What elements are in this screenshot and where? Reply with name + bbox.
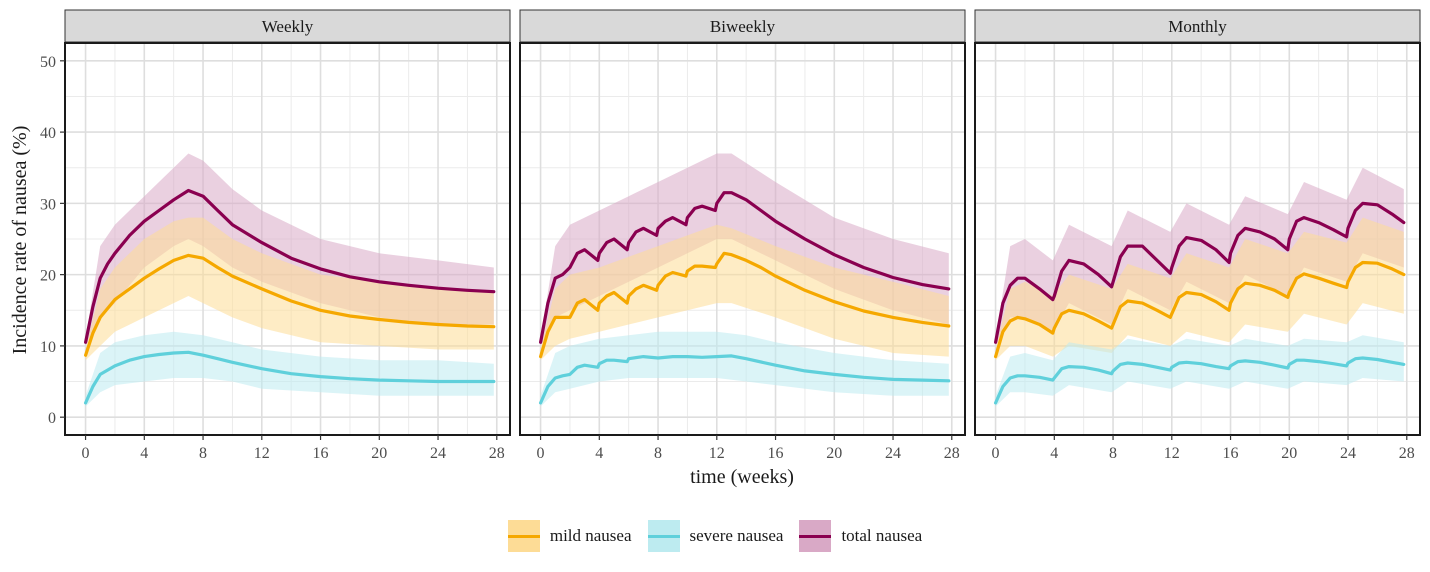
panel-weekly: Weekly 0 4 8 12 16 20 24 28 0 10 20 30 40 50 bbox=[40, 9, 511, 462]
y-tick-label: 20 bbox=[40, 268, 56, 285]
legend-item-total: total nausea bbox=[799, 520, 922, 552]
legend-label-total: total nausea bbox=[841, 526, 923, 545]
series-line-mild-monthly bbox=[994, 260, 1406, 359]
facet-title-biweekly: Biweekly bbox=[710, 17, 776, 36]
series-line-mild-weekly bbox=[84, 253, 496, 357]
x-tick-label: 28 bbox=[489, 445, 505, 462]
ribbon-mild-biweekly bbox=[540, 224, 949, 361]
ribbon-severe-biweekly bbox=[540, 331, 949, 407]
ribbon-severe-monthly bbox=[995, 335, 1404, 407]
facet-strip-weekly bbox=[64, 9, 511, 43]
legend-key-severe bbox=[647, 520, 680, 552]
x-tick-label: 20 bbox=[826, 445, 842, 462]
series-line-severe-monthly bbox=[994, 356, 1406, 405]
series-line-mild-biweekly bbox=[539, 251, 951, 359]
series-line-total-monthly bbox=[994, 201, 1406, 344]
x-tick-label: 4 bbox=[595, 445, 603, 462]
legend-line-mild bbox=[507, 535, 540, 538]
facet-strip-monthly bbox=[974, 9, 1421, 43]
x-tick-label: 16 bbox=[768, 445, 784, 462]
legend-label-severe: severe nausea bbox=[689, 526, 784, 545]
x-tick-label: 28 bbox=[1399, 445, 1415, 462]
series-line-total-weekly bbox=[84, 188, 496, 344]
legend-line-severe bbox=[647, 535, 680, 538]
y-axis-title: Incidence rate of nausea (%) bbox=[9, 126, 31, 355]
y-tick-label: 0 bbox=[48, 410, 56, 427]
legend-key-total bbox=[799, 520, 832, 552]
y-tick-label: 10 bbox=[40, 339, 56, 356]
y-tick-label: 30 bbox=[40, 196, 56, 213]
x-tick-label: 20 bbox=[371, 445, 387, 462]
legend-key-mild bbox=[507, 520, 540, 552]
x-tick-label: 28 bbox=[944, 445, 960, 462]
x-tick-label: 12 bbox=[1164, 445, 1180, 462]
x-tick-label: 4 bbox=[1050, 445, 1058, 462]
x-tick-label: 12 bbox=[709, 445, 725, 462]
x-axis-title: time (weeks) bbox=[690, 466, 794, 488]
y-tick-label: 40 bbox=[40, 125, 56, 142]
ribbon-mild-weekly bbox=[85, 217, 494, 361]
series-line-severe-biweekly bbox=[539, 354, 951, 405]
x-tick-label: 24 bbox=[430, 445, 446, 462]
facet-strip-biweekly bbox=[519, 9, 966, 43]
x-tick-label: 8 bbox=[1109, 445, 1117, 462]
series-line-severe-weekly bbox=[84, 350, 496, 405]
x-tick-label: 12 bbox=[254, 445, 270, 462]
panel-biweekly: Biweekly 0 4 8 12 16 20 24 28 bbox=[519, 9, 966, 462]
x-tick-label: 16 bbox=[313, 445, 329, 462]
legend-item-mild: mild nausea bbox=[507, 520, 632, 552]
x-tick-label: 16 bbox=[1223, 445, 1239, 462]
facet-title-weekly: Weekly bbox=[262, 17, 314, 36]
x-tick-label: 24 bbox=[885, 445, 901, 462]
panel-border-monthly bbox=[974, 42, 1421, 436]
legend: mild nausea severe nausea total nausea bbox=[0, 516, 1430, 556]
x-tick-label: 8 bbox=[654, 445, 662, 462]
panel-monthly: Monthly 0 4 8 12 16 20 24 28 bbox=[974, 9, 1421, 462]
x-tick-label: 0 bbox=[537, 445, 545, 462]
x-tick-label: 0 bbox=[992, 445, 1000, 462]
x-tick-label: 8 bbox=[199, 445, 207, 462]
x-tick-label: 20 bbox=[1281, 445, 1297, 462]
y-tick-label: 50 bbox=[40, 54, 56, 71]
ribbon-total-biweekly bbox=[540, 153, 949, 346]
ribbon-mild-monthly bbox=[995, 217, 1404, 361]
legend-label-mild: mild nausea bbox=[549, 526, 632, 545]
facet-title-monthly: Monthly bbox=[1168, 17, 1227, 36]
x-tick-label: 24 bbox=[1340, 445, 1356, 462]
panel-border-biweekly bbox=[519, 42, 966, 436]
x-tick-label: 0 bbox=[82, 445, 90, 462]
series-line-total-biweekly bbox=[539, 191, 951, 344]
legend-line-total bbox=[799, 535, 832, 538]
x-tick-label: 4 bbox=[140, 445, 148, 462]
ribbon-severe-weekly bbox=[85, 331, 494, 407]
legend-item-severe: severe nausea bbox=[647, 520, 784, 552]
panel-border-weekly bbox=[64, 42, 511, 436]
